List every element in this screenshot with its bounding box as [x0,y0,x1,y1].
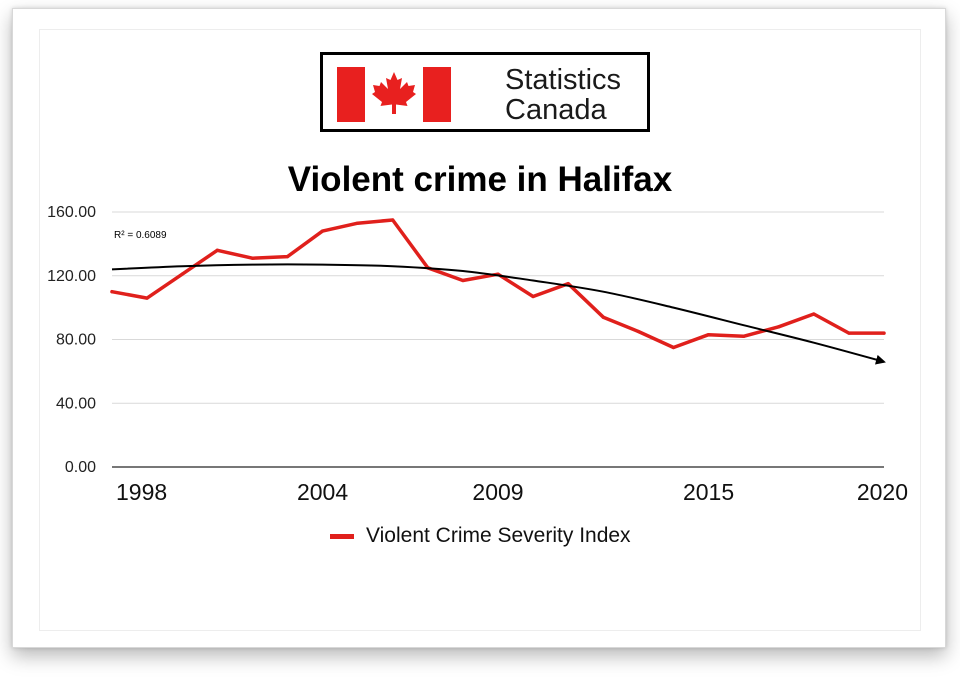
x-tick-label: 1998 [116,479,167,505]
data-point [250,256,254,260]
data-point [882,331,886,335]
data-point [285,255,290,259]
data-point [812,312,816,316]
data-point [391,218,395,222]
data-point [215,248,219,252]
data-point [356,221,360,225]
legend-swatch [330,533,354,539]
data-point [601,315,605,319]
trendline-layer: R² = 0.6089 [111,230,886,365]
y-tick-label: 160.00 [47,204,96,221]
x-tick-label: 2015 [683,479,734,505]
y-tick-label: 80.00 [56,332,96,349]
data-point [566,282,570,286]
data-point [180,272,184,276]
trendline [111,263,886,365]
data-point [706,333,711,337]
chart-inner-frame [39,29,921,631]
tick-labels: 0.00 40.00 80.00 120.00 160.00 1998 2004 2009 20… [47,204,908,505]
data-point [636,329,640,334]
logo-wordmark: Statistics Canada [505,65,621,125]
logo-line-2: Canada [505,94,607,126]
data-point [461,278,465,283]
legend-label: Violent Crime Severity Index [366,524,631,547]
r-squared-label: R² = 0.6089 [114,230,167,241]
data-point [742,334,746,338]
data-point [531,294,535,299]
data-point [777,325,781,329]
gridlines [112,211,884,404]
y-tick-label: 0.00 [65,459,96,476]
canada-flag-icon [337,67,451,122]
series-layer [110,218,886,350]
statistics-canada-logo: Statistics Canada [320,52,650,132]
y-tick-label: 120.00 [47,268,96,285]
data-point [320,229,325,233]
data-point [110,290,114,294]
x-tick-label: 2020 [857,479,908,505]
logo-line-1: Statistics [505,64,622,96]
data-point [145,296,149,300]
x-tick-label: 2009 [472,479,523,505]
series-line-0 [110,218,886,350]
maple-leaf-icon [372,72,416,114]
data-point [671,345,676,350]
x-tick-label: 2004 [297,479,348,505]
chart-title: Violent crime in Halifax [287,160,673,199]
y-tick-label: 40.00 [56,395,96,412]
chart-legend: Violent Crime Severity Index [330,522,631,550]
data-point [847,331,851,335]
